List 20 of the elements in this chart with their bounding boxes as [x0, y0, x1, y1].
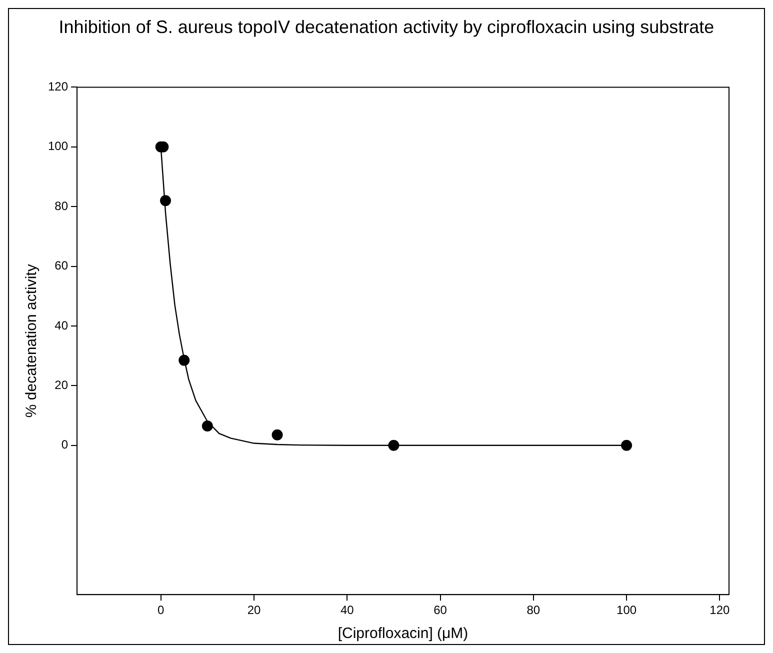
- x-tick-label: 80: [526, 603, 540, 618]
- y-tick-label: 20: [54, 378, 68, 392]
- x-axis-title: [Ciprofloxacin] (μM): [338, 625, 468, 642]
- y-tick-label: 60: [54, 258, 68, 273]
- point: [272, 429, 283, 440]
- point: [621, 440, 632, 451]
- x-tick-label: 0: [158, 603, 165, 618]
- y-tick-label: 0: [61, 438, 68, 452]
- y-tick-label: 40: [54, 318, 68, 332]
- y-tick-label: 80: [54, 198, 68, 213]
- x-tick-label: 40: [340, 603, 354, 618]
- x-tick-label: 100: [616, 603, 637, 618]
- y-tick-label: 100: [48, 139, 68, 154]
- point: [202, 420, 213, 432]
- chart-title: Inhibition of S. aureus topoIV decatenation activity by ciprofloxacin using substrate: [58, 16, 716, 39]
- y-tick-label: 120: [48, 80, 68, 94]
- x-tick-label: 120: [710, 603, 730, 618]
- y-axis-title: % decatenation activity: [23, 264, 40, 418]
- x-tick-label: 20: [247, 603, 261, 618]
- x-tick-label: 60: [434, 603, 448, 618]
